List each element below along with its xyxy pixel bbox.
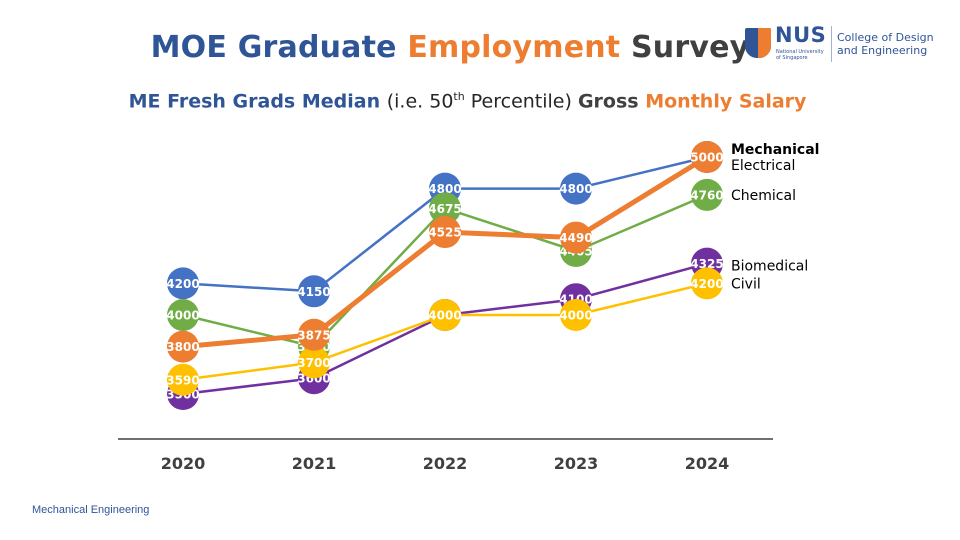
data-point-chemical-2020 bbox=[167, 299, 199, 331]
nus-crest-icon bbox=[745, 28, 771, 58]
data-point-civil-2023 bbox=[560, 299, 592, 331]
data-label-chemical-2020: 4000 bbox=[166, 309, 199, 323]
data-label-civil-2021: 3700 bbox=[297, 356, 330, 370]
x-tick-label-2023: 2023 bbox=[554, 454, 599, 473]
logo-nus-text: NUS bbox=[775, 23, 827, 47]
subtitle-part-1: ME Fresh Grads Median bbox=[128, 90, 387, 113]
title-part-2: Employment bbox=[407, 30, 621, 65]
chart-subtitle: ME Fresh Grads Median (i.e. 50th Percent… bbox=[0, 90, 935, 112]
data-label-mechanical-2020: 3800 bbox=[166, 340, 199, 354]
data-point-chemical-2024 bbox=[691, 178, 723, 211]
subtitle-part-4: Gross bbox=[577, 90, 646, 113]
logo-fine-line-1: National University bbox=[776, 49, 824, 55]
data-label-mechanical-2024: 5000 bbox=[690, 151, 723, 165]
data-point-civil-2024 bbox=[691, 267, 723, 300]
data-point-electrical-2023 bbox=[560, 172, 592, 205]
series-name-electrical: Electrical bbox=[731, 158, 795, 174]
data-label-mechanical-2023: 4490 bbox=[559, 231, 592, 245]
subtitle-part-3: Percentile) bbox=[464, 90, 578, 113]
data-label-electrical-2022: 4800 bbox=[428, 182, 461, 196]
data-label-biomedical-2024: 4325 bbox=[690, 257, 723, 271]
data-label-mechanical-2021: 3875 bbox=[297, 328, 330, 342]
data-point-mechanical-2023 bbox=[560, 221, 592, 254]
title-part-3: Survey bbox=[620, 30, 750, 65]
page-title: MOE Graduate Employment Survey bbox=[0, 30, 900, 65]
data-label-civil-2022: 4000 bbox=[428, 309, 461, 323]
series-line-civil bbox=[182, 282, 708, 382]
data-point-chemical-2022 bbox=[429, 192, 461, 225]
series-name-chemical: Chemical bbox=[731, 188, 796, 204]
data-point-mechanical-2021 bbox=[298, 318, 330, 351]
series-name-civil: Civil bbox=[731, 276, 761, 292]
data-label-electrical-2021: 4150 bbox=[297, 285, 330, 299]
x-tick-label-2022: 2022 bbox=[423, 454, 468, 473]
data-label-civil-2020: 3590 bbox=[166, 373, 199, 387]
data-label-civil-2023: 4000 bbox=[559, 309, 592, 323]
subtitle-sup: th bbox=[453, 90, 465, 103]
nus-logo: NUS National University of Singapore Col… bbox=[745, 23, 935, 66]
data-point-mechanical-2020 bbox=[167, 330, 199, 363]
logo-college-text: College of Design and Engineering bbox=[837, 31, 934, 57]
logo-fine-text: National University of Singapore bbox=[776, 49, 826, 61]
logo-fine-line-2: of Singapore bbox=[776, 55, 808, 61]
series-name-mechanical: Mechanical bbox=[731, 142, 819, 158]
data-label-civil-2024: 4200 bbox=[690, 277, 723, 291]
x-tick-label-2024: 2024 bbox=[685, 454, 730, 473]
data-point-mechanical-2024 bbox=[691, 141, 723, 173]
x-tick-label-2021: 2021 bbox=[292, 454, 337, 473]
subtitle-part-2: (i.e. 50 bbox=[386, 90, 454, 113]
footer-label: Mechanical Engineering bbox=[32, 504, 150, 516]
data-point-electrical-2020 bbox=[167, 267, 199, 300]
series-name-biomedical: Biomedical bbox=[731, 259, 808, 275]
data-point-civil-2020 bbox=[167, 363, 199, 396]
logo-college-line-2: and Engineering bbox=[837, 44, 928, 57]
data-label-chemical-2022: 4675 bbox=[428, 202, 461, 216]
subtitle-part-5: Monthly Salary bbox=[645, 90, 807, 113]
data-point-civil-2021 bbox=[298, 346, 330, 379]
data-point-civil-2022 bbox=[429, 299, 461, 331]
x-tick-label-2020: 2020 bbox=[161, 454, 206, 473]
logo-college-line-1: College of Design bbox=[837, 31, 934, 44]
data-point-electrical-2021 bbox=[298, 275, 330, 308]
data-point-mechanical-2022 bbox=[429, 216, 461, 249]
title-part-1: MOE Graduate bbox=[150, 30, 408, 65]
logo-divider bbox=[831, 26, 832, 62]
data-label-electrical-2023: 4800 bbox=[559, 182, 592, 196]
data-label-mechanical-2022: 4525 bbox=[428, 226, 461, 240]
data-label-electrical-2020: 4200 bbox=[166, 277, 199, 291]
data-label-chemical-2024: 4760 bbox=[690, 188, 723, 202]
